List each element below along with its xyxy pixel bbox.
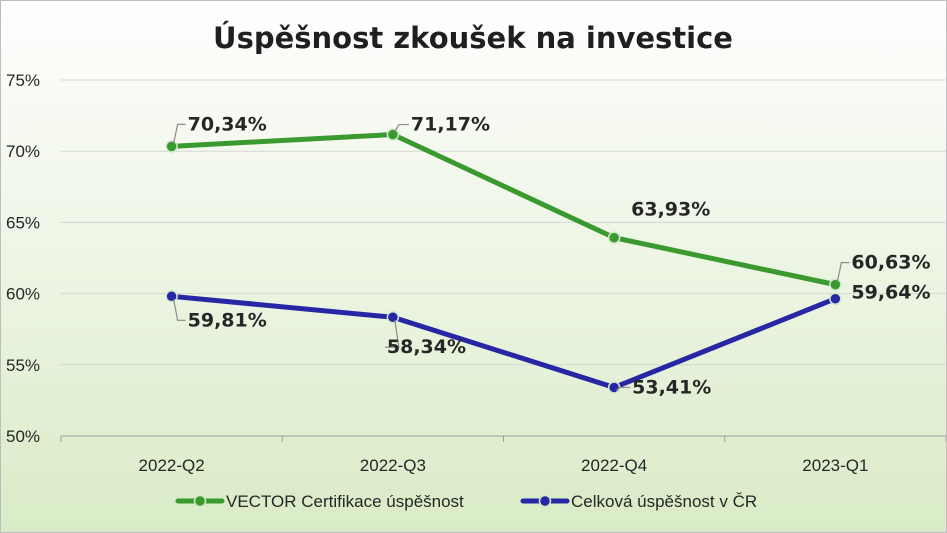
gridlines (61, 79, 946, 437)
data-point (607, 381, 621, 394)
y-tick-label: 55% (6, 356, 40, 375)
data-label: 59,81% (188, 309, 267, 331)
y-tick-label: 70% (6, 142, 40, 161)
legend-label: Celková úspěšnost v ČR (571, 492, 757, 511)
data-label: 58,34% (387, 336, 466, 358)
data-label: 60,63% (851, 252, 930, 274)
data-label: 59,64% (851, 282, 930, 304)
data-label: 71,17% (411, 114, 490, 136)
x-tick-label: 2022-Q2 (139, 456, 205, 475)
data-point (386, 310, 400, 324)
data-point (829, 292, 842, 305)
data-label: 70,34% (188, 113, 267, 135)
x-tick-label: 2022-Q4 (581, 456, 647, 475)
y-tick-label: 60% (6, 285, 40, 304)
label-leader-line (173, 299, 186, 321)
data-point (165, 140, 178, 153)
x-tick-label: 2022-Q3 (360, 456, 426, 475)
y-tick-label: 50% (6, 427, 40, 446)
data-label: 53,41% (632, 376, 711, 398)
data-point (829, 278, 842, 291)
series-line (169, 132, 838, 288)
chart-title: Úspěšnost zkoušek na investice (213, 21, 733, 55)
series-line (169, 293, 838, 390)
x-tick-label: 2023-Q1 (802, 456, 868, 475)
data-point (607, 231, 621, 244)
legend: VECTOR Certifikace úspěšnost Celková úspě… (175, 492, 757, 511)
label-leader-line (836, 262, 850, 282)
label-leader-line (173, 123, 186, 144)
legend-swatch-marker (538, 494, 552, 508)
data-point (386, 128, 400, 141)
label-leader-line (384, 320, 400, 348)
data-point (165, 290, 178, 303)
legend-swatch-marker (193, 494, 207, 508)
legend-label: VECTOR Certifikace úspěšnost (226, 492, 464, 511)
label-leader-line (394, 123, 409, 132)
label-leader-line (615, 386, 631, 391)
data-label: 63,93% (631, 199, 710, 221)
data-labels: 70,34% 71,17% 63,93% 60,63% 59,81% 58,34% 53,4… (173, 113, 931, 398)
y-tick-label: 65% (6, 213, 40, 232)
series-layer (165, 128, 842, 394)
axes: 50% 55% 60% 65% 70% 75% 2022-Q2 2022-Q3 2022-Q4 2… (6, 71, 946, 475)
y-tick-label: 75% (6, 71, 40, 90)
